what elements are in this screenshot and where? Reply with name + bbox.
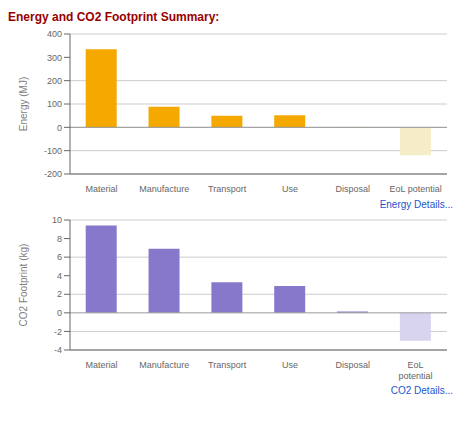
svg-text:Transport: Transport (208, 360, 247, 370)
svg-text:Disposal: Disposal (335, 360, 370, 370)
svg-text:-100: -100 (44, 146, 62, 156)
svg-text:Transport: Transport (208, 184, 247, 194)
svg-text:0: 0 (57, 123, 62, 133)
svg-text:EoL potential: EoL potential (389, 184, 441, 194)
svg-text:10: 10 (52, 215, 62, 225)
svg-text:8: 8 (57, 234, 62, 244)
svg-text:Material: Material (85, 184, 117, 194)
svg-text:300: 300 (47, 53, 62, 63)
svg-text:4: 4 (57, 271, 62, 281)
svg-text:6: 6 (57, 252, 62, 262)
svg-text:0: 0 (57, 308, 62, 318)
svg-text:Energy (MJ): Energy (MJ) (18, 77, 29, 131)
svg-text:Use: Use (282, 184, 298, 194)
svg-text:2: 2 (57, 289, 62, 299)
html-text:Energy and CO2 Footprint Summa: Energy and CO2 Footprint Summary: (8, 10, 220, 24)
svg-text:EoLpotential: EoLpotential (399, 360, 433, 381)
svg-text:-200: -200 (44, 169, 62, 179)
svg-text:Material: Material (85, 360, 117, 370)
svg-text:Manufacture: Manufacture (139, 360, 189, 370)
svg-text:-2: -2 (54, 327, 62, 337)
svg-text:400: 400 (47, 29, 62, 39)
svg-text:100: 100 (47, 99, 62, 109)
svg-text:-4: -4 (54, 345, 62, 355)
svg-text:Use: Use (282, 360, 298, 370)
svg-text:Disposal: Disposal (335, 184, 370, 194)
svg-text:200: 200 (47, 76, 62, 86)
html-text:Energy Details...: Energy Details... (379, 199, 453, 210)
svg-text:Manufacture: Manufacture (139, 184, 189, 194)
html-text:CO2 Details...: CO2 Details... (390, 385, 453, 396)
svg-text:CO2 Footprint (kg): CO2 Footprint (kg) (18, 244, 29, 327)
